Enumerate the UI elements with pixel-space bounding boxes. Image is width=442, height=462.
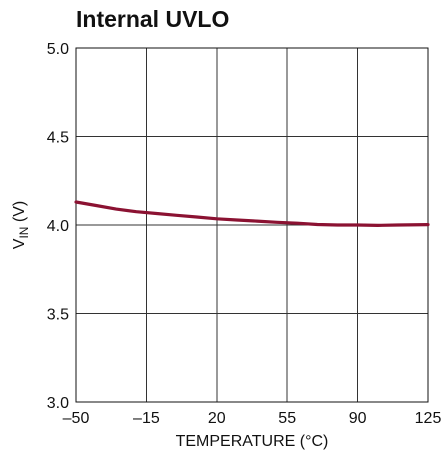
x-tick-label: 20	[208, 410, 226, 427]
x-tick-label: –50	[63, 410, 90, 427]
x-axis-label: TEMPERATURE (°C)	[176, 433, 329, 450]
chart-title: Internal UVLO	[76, 6, 229, 32]
x-tick-label: 55	[278, 410, 296, 427]
y-tick-labels: 3.0 3.5 4.0 4.5 5.0	[47, 41, 69, 412]
y-tick-label: 3.0	[47, 395, 69, 412]
x-tick-label: 90	[349, 410, 367, 427]
y-tick-label: 4.0	[47, 218, 69, 235]
y-axis-label-main: V	[11, 238, 28, 249]
x-tick-labels: –50 –15 20 55 90 125	[63, 410, 442, 427]
y-tick-label: 3.5	[47, 307, 69, 324]
x-tick-label: –15	[133, 410, 160, 427]
y-tick-label: 4.5	[47, 130, 69, 147]
x-tick-label: 125	[415, 410, 442, 427]
y-axis-label-sub: IN	[17, 227, 31, 239]
series-group	[74, 200, 430, 227]
grid	[76, 48, 428, 402]
y-axis-label: VIN (V)	[11, 201, 31, 249]
y-tick-label: 5.0	[47, 41, 69, 58]
uvlo-series-line	[74, 200, 430, 227]
y-axis-label-unit: (V)	[11, 201, 28, 227]
